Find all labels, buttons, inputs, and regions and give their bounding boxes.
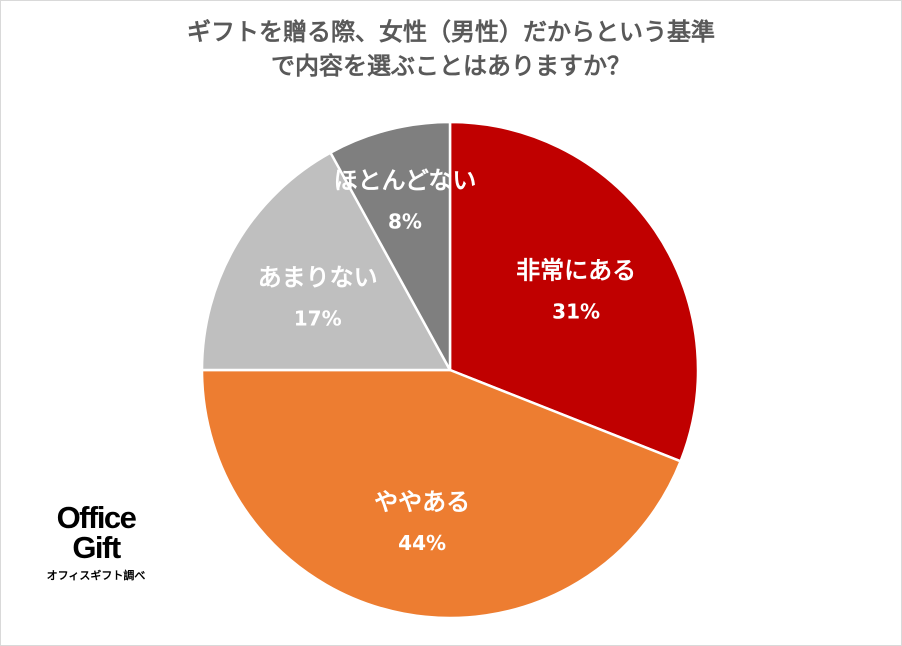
pie-slices [200,120,700,620]
chart-title-line-2: で内容を選ぶことはありますか？ [271,52,631,80]
pie-slice-4-label: ほとんどない [334,167,477,195]
logo-line-office: Office [56,500,137,535]
pie-slice-3-value: 17% [294,307,342,331]
source-caption: オフィスギフト調べ [46,569,146,582]
logo-line-gift: Gift [72,530,121,565]
pie-slice-1-label: 非常にある [516,256,636,284]
pie-slice-2-value: 44% [398,531,446,555]
chart-title: ギフトを贈る際、女性（男性）だからという基準 で内容を選ぶことはありますか？ [1,15,901,83]
chart-title-line-1: ギフトを贈る際、女性（男性）だからという基準 [187,18,715,46]
pie-slice-4 [329,120,452,372]
pie-slice-1 [448,120,700,463]
office-gift-logo: Office Gift オフィスギフト調べ [31,500,161,583]
pie-slice-3 [200,151,452,372]
pie-slice-2 [200,368,682,620]
pie-slice-3-label: あまりない [258,264,378,292]
pie-labels: 非常にある 31% ややある 44% あまりない 17% ほとんどない 8% [258,167,636,556]
pie-slice-4-value: 8% [388,210,422,234]
pie-slice-1-value: 31% [552,299,600,323]
pie-slice-2-label: ややある [374,488,470,516]
